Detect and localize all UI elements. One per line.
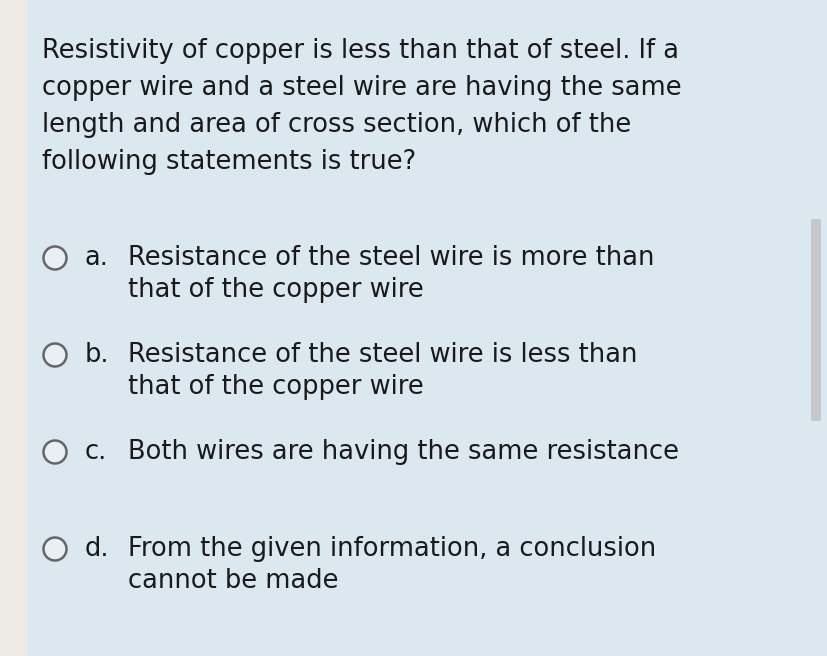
Text: that of the copper wire: that of the copper wire [128, 277, 423, 303]
FancyBboxPatch shape [810, 219, 820, 421]
Text: cannot be made: cannot be made [128, 568, 338, 594]
Text: c.: c. [85, 439, 108, 465]
Circle shape [44, 344, 66, 367]
FancyBboxPatch shape [0, 0, 28, 656]
Circle shape [44, 247, 66, 270]
Text: Both wires are having the same resistance: Both wires are having the same resistanc… [128, 439, 678, 465]
Circle shape [44, 440, 66, 464]
Text: a.: a. [85, 245, 108, 271]
Text: From the given information, a conclusion: From the given information, a conclusion [128, 536, 656, 562]
Text: d.: d. [85, 536, 109, 562]
Text: Resistance of the steel wire is less than: Resistance of the steel wire is less tha… [128, 342, 637, 368]
Text: Resistivity of copper is less than that of steel. If a
copper wire and a steel w: Resistivity of copper is less than that … [42, 38, 681, 175]
Text: b.: b. [85, 342, 109, 368]
Circle shape [44, 537, 66, 560]
Text: Resistance of the steel wire is more than: Resistance of the steel wire is more tha… [128, 245, 653, 271]
Text: that of the copper wire: that of the copper wire [128, 374, 423, 400]
